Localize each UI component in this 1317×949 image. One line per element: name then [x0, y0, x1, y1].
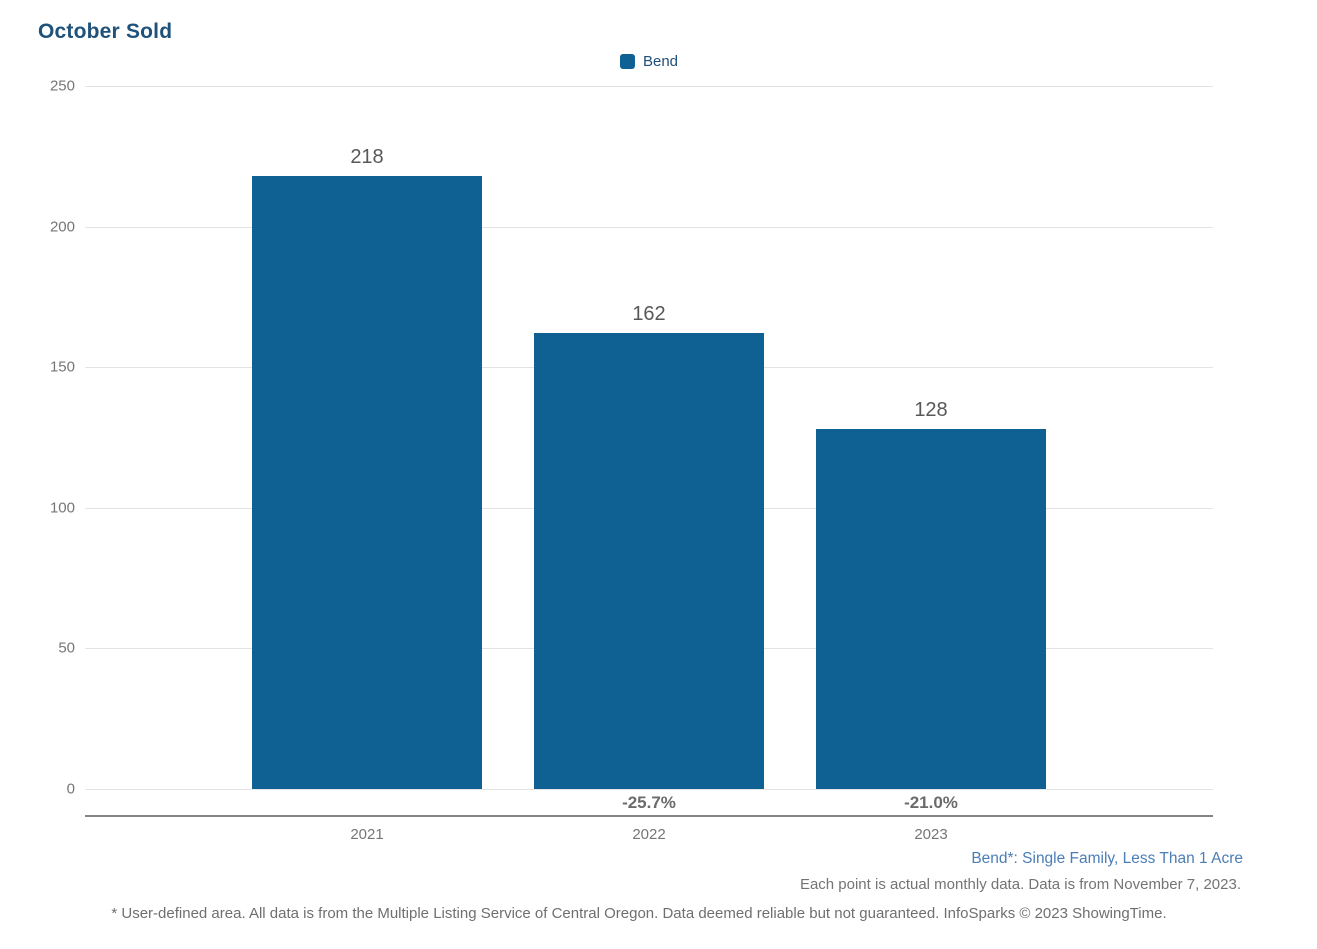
y-tick-label-100: 100	[49, 499, 75, 517]
legend-swatch-icon	[619, 54, 635, 69]
bar-value-label-2023: 128	[914, 399, 948, 422]
bar-bend-2022[interactable]	[534, 333, 764, 789]
data-note: Each point is actual monthly data. Data …	[799, 876, 1241, 893]
plot-area	[85, 86, 1213, 790]
legend-item-bend[interactable]: Bend	[619, 53, 679, 70]
pct-change-label-2023: -21.0%	[904, 793, 958, 812]
x-tick-label-2022: 2022	[632, 826, 666, 843]
gridline-200	[85, 226, 1213, 228]
series-note: Bend*: Single Family, Less Than 1 Acre	[971, 850, 1243, 867]
y-tick-label-200: 200	[49, 218, 75, 236]
gridline-250	[85, 86, 1213, 87]
y-tick-label-50: 50	[58, 639, 75, 657]
y-tick-label-0: 0	[66, 780, 75, 798]
x-axis-line	[85, 815, 1213, 817]
bar-bend-2021[interactable]	[252, 175, 482, 789]
legend-label: Bend	[642, 53, 679, 70]
pct-change-label-2022: -25.7%	[622, 793, 676, 812]
bar-value-label-2022: 162	[632, 303, 666, 326]
x-tick-label-2023: 2023	[914, 826, 948, 843]
bar-bend-2023[interactable]	[816, 429, 1046, 789]
bar-value-label-2021: 218	[350, 145, 384, 168]
disclaimer: * User-defined area. All data is from th…	[111, 905, 1167, 922]
chart-title: October Sold	[38, 20, 173, 43]
y-tick-label-150: 150	[49, 358, 75, 376]
gridline-0	[85, 789, 1213, 790]
y-tick-label-250: 250	[49, 77, 75, 95]
x-tick-label-2021: 2021	[350, 826, 384, 843]
